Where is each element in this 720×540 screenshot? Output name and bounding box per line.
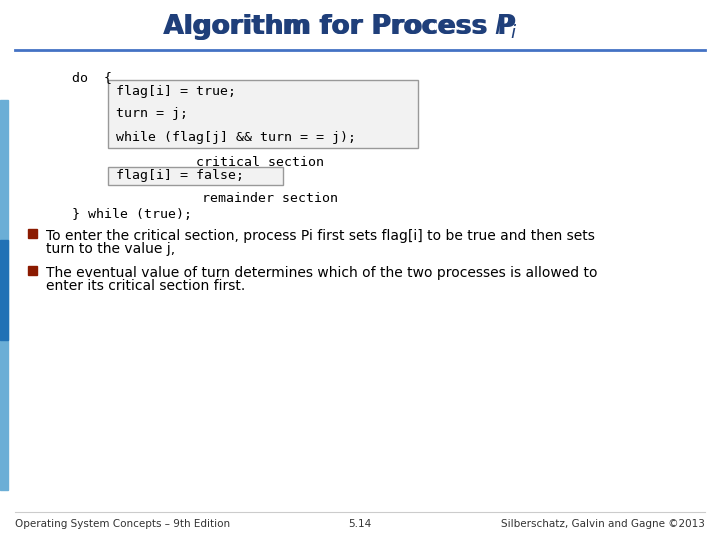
Text: Algorithm for Process P: Algorithm for Process P (164, 14, 516, 40)
Text: 5.14: 5.14 (348, 519, 372, 529)
Bar (0, 100, 8, 490)
Text: turn = j;: turn = j; (116, 107, 188, 120)
Text: The eventual value of turn determines which of the two processes is allowed to: The eventual value of turn determines wh… (46, 266, 598, 280)
Text: Silberschatz, Galvin and Gagne ©2013: Silberschatz, Galvin and Gagne ©2013 (501, 519, 705, 529)
Text: critical section: critical section (196, 156, 324, 168)
Bar (28, 266, 37, 275)
Bar (0, 240, 8, 340)
Bar (0, 0, 720, 50)
Text: do  {: do { (72, 71, 112, 84)
Text: while (flag[j] && turn = = j);: while (flag[j] && turn = = j); (116, 131, 356, 144)
Text: turn to the value j,: turn to the value j, (46, 242, 175, 256)
Text: To enter the critical section, process Pi first sets flag[i] to be true and then: To enter the critical section, process P… (46, 229, 595, 243)
FancyBboxPatch shape (108, 80, 418, 148)
Text: enter its critical section first.: enter its critical section first. (46, 279, 246, 293)
Text: remainder section: remainder section (202, 192, 338, 206)
Text: flag[i] = true;: flag[i] = true; (116, 84, 236, 98)
FancyBboxPatch shape (108, 167, 283, 185)
Text: Algorithm for Process $P_i$: Algorithm for Process $P_i$ (162, 12, 518, 42)
Text: } while (true);: } while (true); (72, 207, 192, 220)
Text: flag[i] = false;: flag[i] = false; (116, 170, 244, 183)
Bar (28, 229, 37, 238)
Text: Operating System Concepts – 9th Edition: Operating System Concepts – 9th Edition (15, 519, 230, 529)
